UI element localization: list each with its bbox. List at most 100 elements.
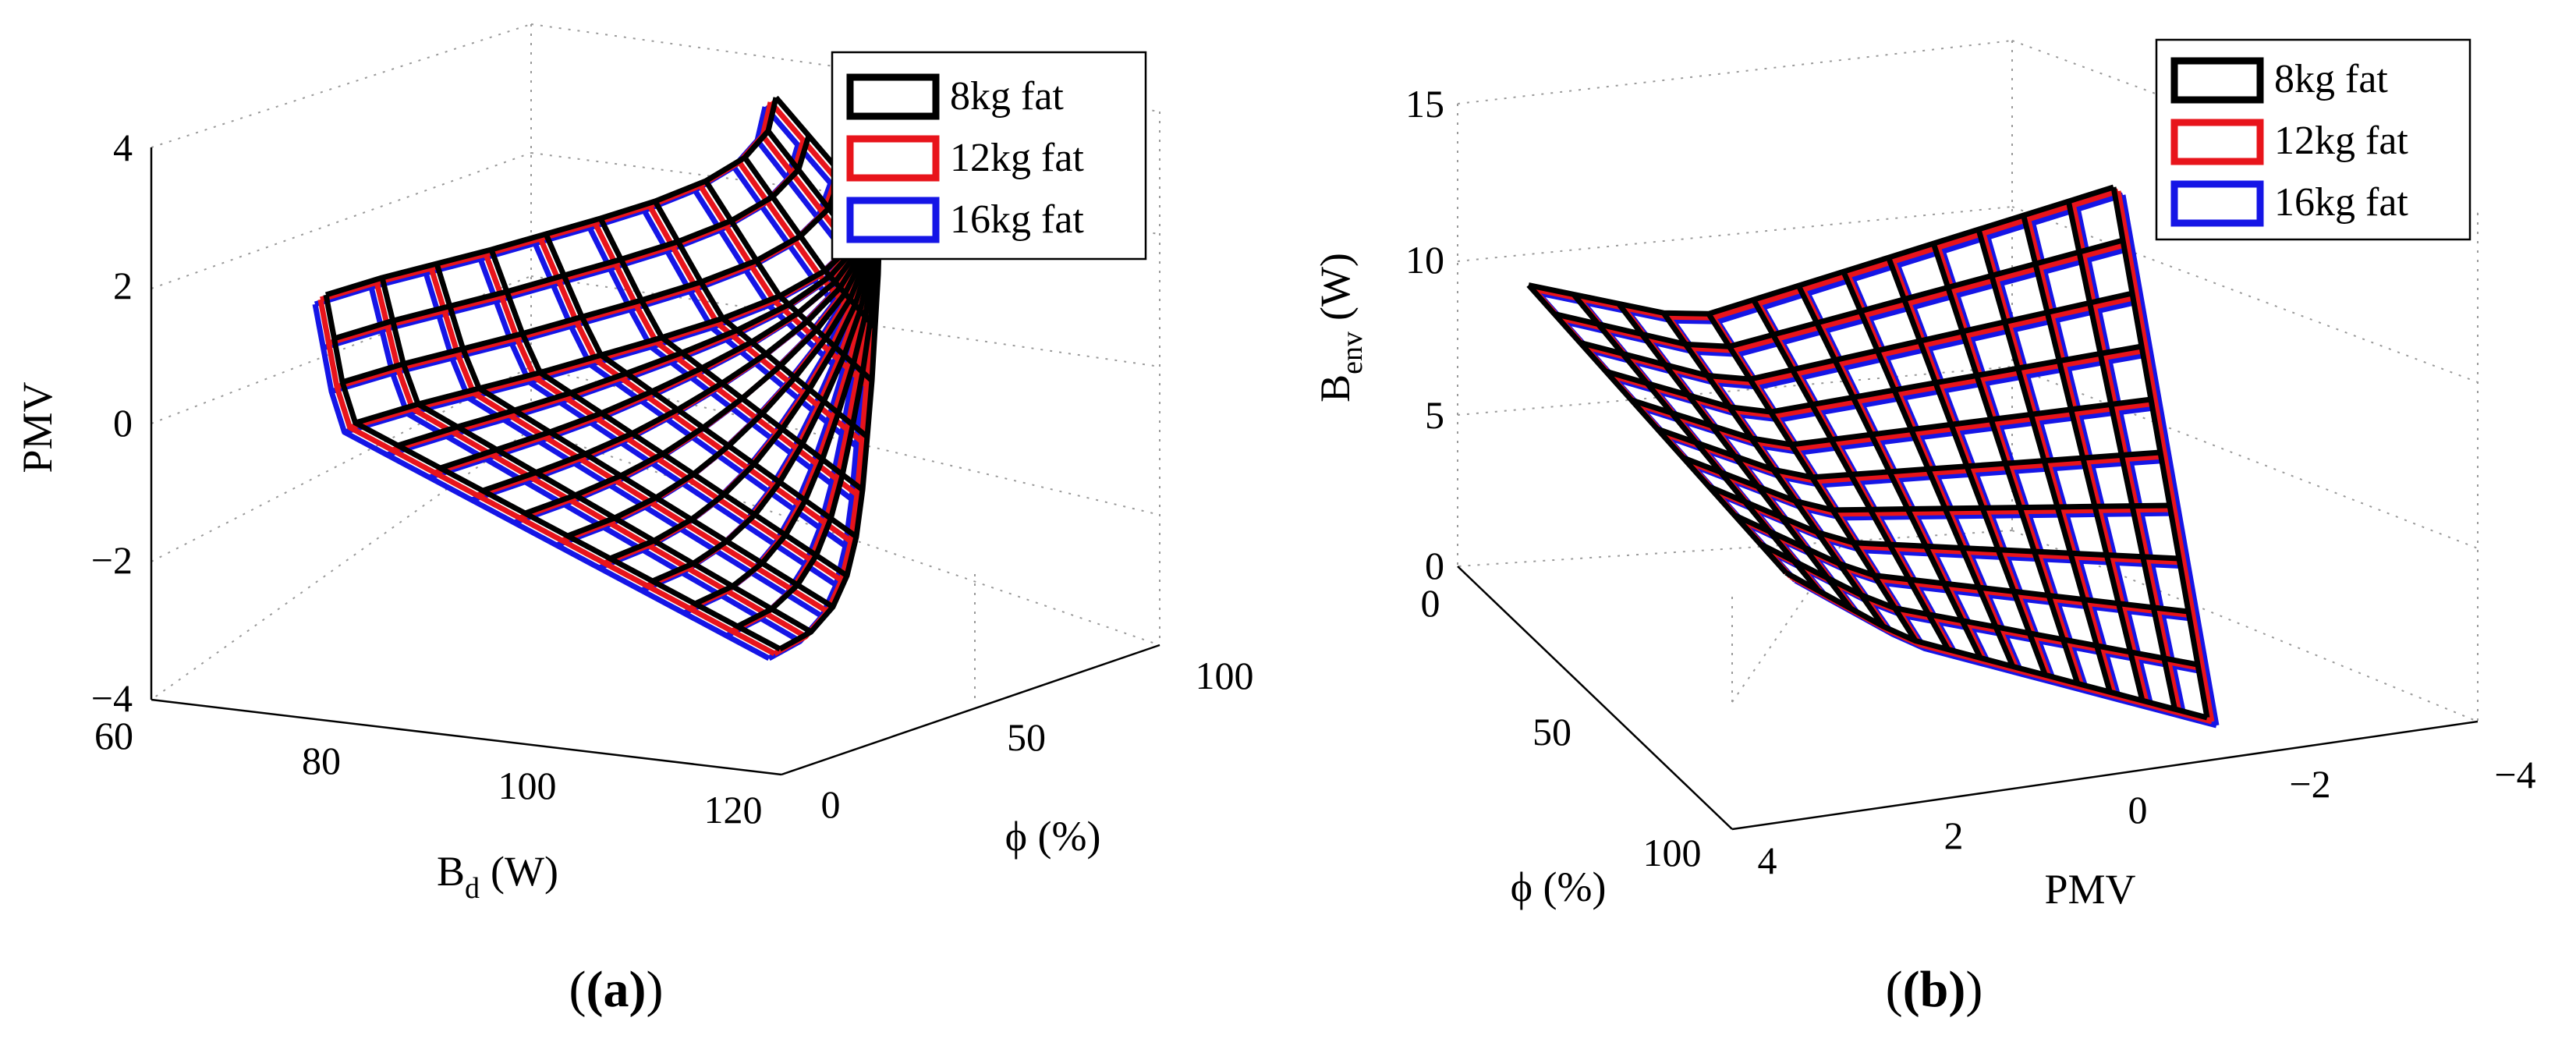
b-x-tick-2: 0 (2128, 788, 2148, 832)
a-legend-swatch-8kg (846, 73, 940, 120)
b-series-2-col-8 (1886, 256, 2048, 676)
b-series-2-col-12 (2065, 200, 2177, 710)
a-legend-swatch-16kg (846, 197, 940, 243)
b-series-1-col-12 (2070, 204, 2182, 714)
panel-b-surface (1526, 184, 2220, 729)
panel-a-axes (150, 147, 1160, 776)
b-series-2-col-6 (1796, 284, 1983, 659)
a-z-tick-4: −4 (91, 676, 133, 720)
a-legend-swatch-12kg (846, 135, 940, 182)
b-y-axis-label: ϕ (%) (1511, 863, 1607, 910)
panel-b-axes (1457, 566, 2479, 831)
a-z-tick-1: 2 (113, 264, 133, 307)
b-y-tick-1: 50 (1532, 710, 1571, 754)
b-legend-label-8kg: 8kg fat (2274, 57, 2388, 101)
b-series-2-row-4 (1630, 396, 2152, 448)
a-z-tick-2: 0 (113, 401, 133, 445)
a-series-2-col-4 (543, 232, 859, 539)
b-series-2-row-2 (1579, 290, 2133, 382)
a-series-0-col-5 (586, 226, 854, 502)
panel-a-chart: 4 2 0 −2 −4 60 80 100 120 0 50 100 PMV B… (14, 23, 1254, 1018)
a-series-2-col-2 (434, 262, 834, 609)
b-x-tick-3: −2 (2289, 762, 2330, 806)
b-series-2-col-5 (1751, 298, 1951, 651)
b-series-0-col-11 (2030, 222, 2155, 709)
b-series-1-col-11 (2025, 218, 2150, 705)
a-series-1-col-6 (647, 204, 864, 444)
b-series-2-col-13 (2110, 186, 2210, 718)
b-series-2-col-0 (1526, 283, 1788, 575)
b-series-2-row-5 (1656, 426, 2161, 480)
b-legend-label-16kg: 16kg fat (2274, 180, 2408, 225)
b-series-0-col-12 (2075, 208, 2187, 718)
a-series-0-col-0 (312, 303, 771, 661)
a-series-1-col-7 (698, 184, 869, 388)
panel-b-legend: 8kg fat 12kg fat 16kg fat (2155, 38, 2471, 241)
b-x-tick-1: 2 (1944, 814, 1964, 857)
b-legend-swatch-8kg (2170, 57, 2264, 104)
a-x-tick-0: 60 (94, 714, 133, 757)
a-series-0-col-6 (641, 209, 859, 449)
a-series-2-col-8 (742, 155, 877, 330)
b-series-1-col-8 (1890, 260, 2053, 680)
b-legend-swatch-12kg (2170, 119, 2264, 165)
b-z-tick-2: 5 (1425, 393, 1444, 437)
b-series-2-col-10 (1975, 229, 2113, 693)
a-z-tick-3: −2 (91, 538, 133, 582)
a-series-0-col-3 (477, 257, 838, 587)
b-series-1-col-13 (2115, 190, 2215, 722)
b-series-2-row-0 (1528, 184, 2115, 317)
b-z-tick-1: 10 (1405, 238, 1444, 282)
b-series-0-col-8 (1895, 264, 2057, 684)
a-series-2-col-6 (652, 200, 870, 439)
a-x-tick-3: 120 (704, 788, 763, 832)
a-series-0-col-4 (532, 242, 848, 548)
a-y-tick-1: 50 (1007, 715, 1046, 759)
b-series-1-row-0 (1532, 188, 2120, 321)
b-series-2-col-3 (1661, 311, 1886, 628)
b-y-tick-2: 100 (1643, 831, 1702, 874)
b-series-1-col-7 (1845, 274, 2020, 672)
a-z-axis-label: PMV (14, 381, 61, 473)
a-series-1-col-3 (483, 253, 843, 583)
b-z-tick-0: 15 (1405, 82, 1444, 126)
b-series-2-col-4 (1706, 312, 1919, 643)
b-series-2-row-8 (1733, 512, 2189, 615)
a-x-tick-1: 80 (302, 739, 341, 782)
b-series-2-col-7 (1841, 270, 2015, 668)
a-legend-label-16kg: 16kg fat (950, 197, 1084, 242)
b-z-axis-label: Benv(W) (1312, 253, 1369, 402)
b-legend-swatch-16kg (2170, 180, 2264, 227)
a-series-0-col-7 (693, 189, 863, 392)
b-series-2-col-2 (1616, 302, 1853, 611)
b-series-2-col-9 (1930, 243, 2081, 685)
b-series-0-col-9 (1940, 250, 2090, 693)
b-series-2-row-7 (1707, 484, 2180, 562)
a-y-tick-0: 0 (821, 782, 841, 826)
a-series-0-col-2 (423, 271, 824, 619)
a-legend-label-12kg: 12kg fat (950, 136, 1084, 180)
b-series-2 (1526, 184, 2210, 721)
a-legend-label-8kg: 8kg fat (950, 74, 1064, 119)
b-series-2-row-6 (1681, 455, 2170, 513)
a-x-axis-label: Bd (W) (437, 848, 558, 905)
a-y-tick-2: 100 (1196, 654, 1254, 697)
panel-a-surface (312, 95, 883, 661)
b-series-0-col-10 (1985, 236, 2122, 701)
b-x-axis-label: PMV (2044, 866, 2135, 913)
a-series-2-col-7 (703, 179, 874, 383)
b-series-2-col-1 (1571, 293, 1821, 593)
a-series-2-col-1 (379, 277, 813, 635)
b-series-2-row-10 (1784, 570, 2208, 721)
b-series-2-row-3 (1605, 343, 2142, 415)
a-z-tick-0: 4 (113, 126, 133, 169)
b-series-1-col-9 (1935, 246, 2085, 689)
a-series-2 (323, 95, 883, 652)
a-y-axis-label: ϕ (%) (1005, 813, 1101, 860)
panel-a-legend: 8kg fat 12kg fat 16kg fat (831, 51, 1147, 261)
b-series-1-col-10 (1980, 232, 2117, 697)
b-z-tick-3: 0 (1425, 544, 1444, 587)
b-x-tick-0: 4 (1758, 839, 1777, 882)
b-series-2-row-1 (1554, 237, 2124, 349)
